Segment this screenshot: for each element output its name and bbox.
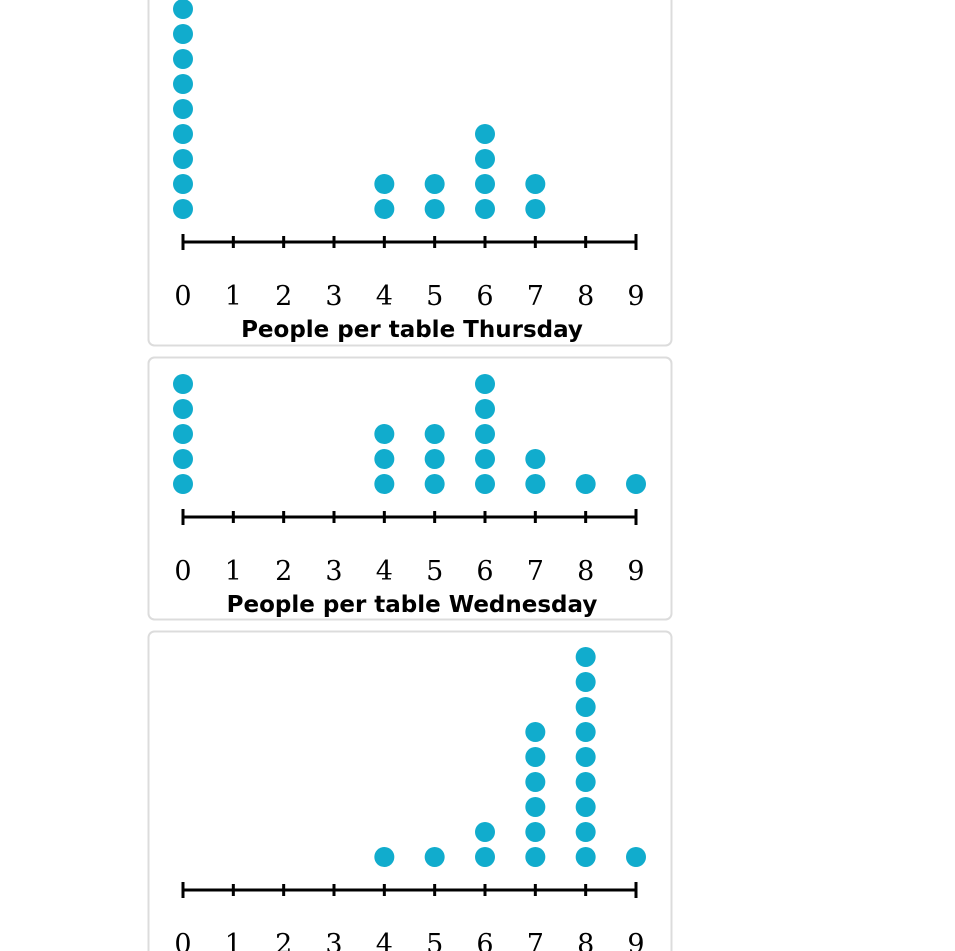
dot-0: [173, 199, 193, 219]
dot-4: [374, 449, 395, 469]
tick-label: 2: [275, 929, 292, 951]
dot-7: [525, 747, 546, 767]
dot-7: [525, 174, 546, 194]
tick-label: 6: [476, 929, 493, 951]
dot-0: [173, 374, 193, 394]
dot-8: [575, 747, 596, 767]
dot-0: [173, 49, 193, 69]
dot-7: [525, 199, 546, 219]
tick-label: 7: [527, 929, 544, 951]
dot-5: [424, 847, 445, 867]
tick-label: 2: [275, 556, 292, 587]
dot-4: [374, 174, 395, 194]
tick-label: 1: [225, 929, 242, 951]
dot-plot-3: 0 1 2 3 4 5 6 7 8 9: [147, 630, 673, 951]
dot-7: [525, 474, 546, 494]
tick-label: 9: [627, 556, 644, 587]
dot-0: [173, 124, 193, 144]
axis-title: People per table Thursday: [241, 317, 583, 343]
dot-0: [173, 449, 193, 469]
dot-7: [525, 772, 546, 792]
dot-5: [424, 449, 445, 469]
tick-label: 9: [627, 929, 644, 951]
dot-0: [173, 399, 193, 419]
tick-label: 9: [627, 281, 644, 312]
dot-0: [173, 174, 193, 194]
dot-8: [575, 722, 596, 742]
tick-label: 6: [476, 281, 493, 312]
tick-label: 5: [426, 556, 443, 587]
dot-7: [525, 847, 546, 867]
dot-6: [475, 847, 495, 867]
dot-8: [575, 847, 596, 867]
dot-6: [475, 374, 495, 394]
dot-6: [475, 424, 495, 444]
tick-label: 7: [527, 556, 544, 587]
dot-5: [424, 199, 445, 219]
dot-8: [575, 672, 596, 692]
dot-4: [374, 199, 395, 219]
dot-5: [424, 174, 445, 194]
dot-8: [575, 797, 596, 817]
dot-0: [173, 74, 193, 94]
tick-label: 4: [376, 556, 393, 587]
dot-0: [173, 0, 193, 19]
dot-9: [626, 474, 646, 494]
dot-6: [475, 124, 495, 144]
tick-label: 1: [225, 556, 242, 587]
tick-label: 2: [275, 281, 292, 312]
tick-label: 3: [325, 929, 342, 951]
dot-8: [575, 474, 596, 494]
dot-4: [374, 847, 395, 867]
tick-label: 5: [426, 929, 443, 951]
dot-8: [575, 647, 596, 667]
dot-0: [173, 149, 193, 169]
dot-6: [475, 474, 495, 494]
dot-7: [525, 797, 546, 817]
panel-border: [147, 0, 673, 347]
dot-6: [475, 449, 495, 469]
dot-plot-1: 0 1 2 3 4 5 6 7 8 9 People per table Thursday: [147, 0, 673, 347]
dot-8: [575, 822, 596, 842]
tick-label: 4: [376, 281, 393, 312]
tick-label: 8: [577, 556, 594, 587]
dot-8: [575, 697, 596, 717]
dot-6: [475, 822, 495, 842]
dot-8: [575, 772, 596, 792]
tick-label: 6: [476, 556, 493, 587]
dot-0: [173, 99, 193, 119]
tick-label: 0: [174, 556, 191, 587]
tick-label: 8: [577, 929, 594, 951]
tick-label: 8: [577, 281, 594, 312]
dot-4: [374, 424, 395, 444]
dot-6: [475, 149, 495, 169]
dot-0: [173, 424, 193, 444]
dot-5: [424, 424, 445, 444]
dot-5: [424, 474, 445, 494]
tick-label: 3: [325, 556, 342, 587]
dot-0: [173, 24, 193, 44]
tick-label: 0: [174, 929, 191, 951]
axis-title: People per table Wednesday: [227, 592, 598, 618]
dot-6: [475, 399, 495, 419]
tick-label: 5: [426, 281, 443, 312]
dot-plot-2: 0 1 2 3 4 5 6 7 8 9 People per table Wednesday: [147, 356, 673, 621]
tick-label: 7: [527, 281, 544, 312]
dot-7: [525, 822, 546, 842]
dot-9: [626, 847, 646, 867]
tick-label: 4: [376, 929, 393, 951]
panel-border: [147, 356, 673, 621]
tick-label: 3: [325, 281, 342, 312]
dot-4: [374, 474, 395, 494]
tick-label: 1: [225, 281, 242, 312]
dot-7: [525, 722, 546, 742]
dot-6: [475, 199, 495, 219]
dot-6: [475, 174, 495, 194]
dot-7: [525, 449, 546, 469]
dot-0: [173, 474, 193, 494]
tick-label: 0: [174, 281, 191, 312]
panel-border: [147, 630, 673, 951]
